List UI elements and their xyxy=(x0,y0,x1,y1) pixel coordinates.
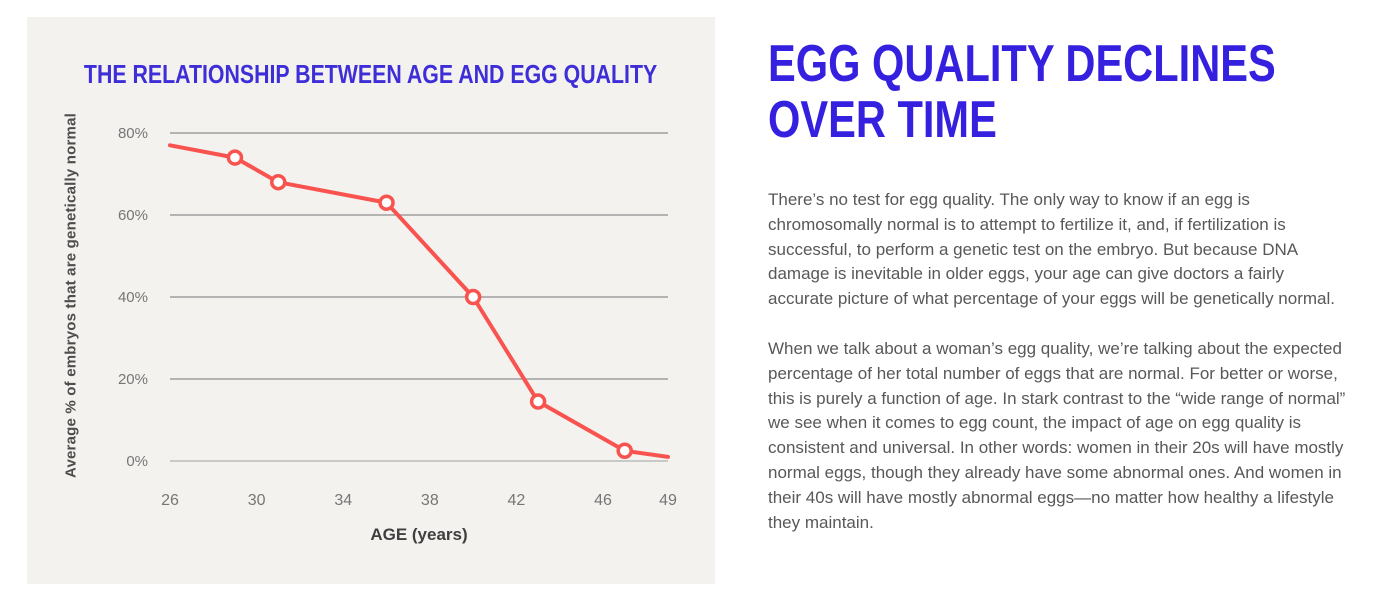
x-tick-label: 46 xyxy=(594,492,612,509)
data-point-marker xyxy=(529,393,547,410)
data-point-marker xyxy=(378,194,395,211)
data-point-marker xyxy=(226,149,244,166)
y-tick-label: 40% xyxy=(118,289,148,306)
data-point-marker xyxy=(270,173,287,191)
x-tick-label: 30 xyxy=(248,492,266,509)
x-tick-label: 42 xyxy=(508,492,526,509)
x-tick-label: 26 xyxy=(161,492,179,509)
x-tick-label: 49 xyxy=(659,492,677,509)
chart-title: THE RELATIONSHIP BETWEEN AGE AND EGG QUA… xyxy=(27,59,715,90)
article-body: There’s no test for egg quality. The onl… xyxy=(768,188,1350,535)
article-heading-line-2: OVER TIME xyxy=(768,91,997,149)
y-tick-label: 60% xyxy=(118,207,148,224)
series-line xyxy=(168,143,670,459)
y-tick-label: 80% xyxy=(118,125,148,142)
chart-title-text: THE RELATIONSHIP BETWEEN AGE AND EGG QUA… xyxy=(84,59,658,89)
egg-quality-line-chart: 0% 20% 40% 60% 80% 26 30 34 38 42 46 49 xyxy=(118,125,677,509)
x-axis-label: AGE (years) xyxy=(370,525,468,544)
article-paragraph: When we talk about a woman’s egg quality… xyxy=(768,338,1346,532)
y-tick-label: 20% xyxy=(118,371,148,388)
y-tick-label: 0% xyxy=(126,453,148,470)
x-tick-label: 38 xyxy=(421,492,439,509)
data-point-marker xyxy=(616,442,633,459)
article: EGG QUALITY DECLINES OVER TIME There’s n… xyxy=(768,36,1350,535)
data-point-marker xyxy=(464,288,482,306)
x-tick-label: 34 xyxy=(334,492,352,509)
chart-panel: THE RELATIONSHIP BETWEEN AGE AND EGG QUA… xyxy=(27,17,715,584)
article-heading-line-1: EGG QUALITY DECLINES xyxy=(768,35,1276,93)
article-paragraph: There’s no test for egg quality. The onl… xyxy=(768,190,1335,309)
article-heading: EGG QUALITY DECLINES OVER TIME xyxy=(768,36,1276,149)
